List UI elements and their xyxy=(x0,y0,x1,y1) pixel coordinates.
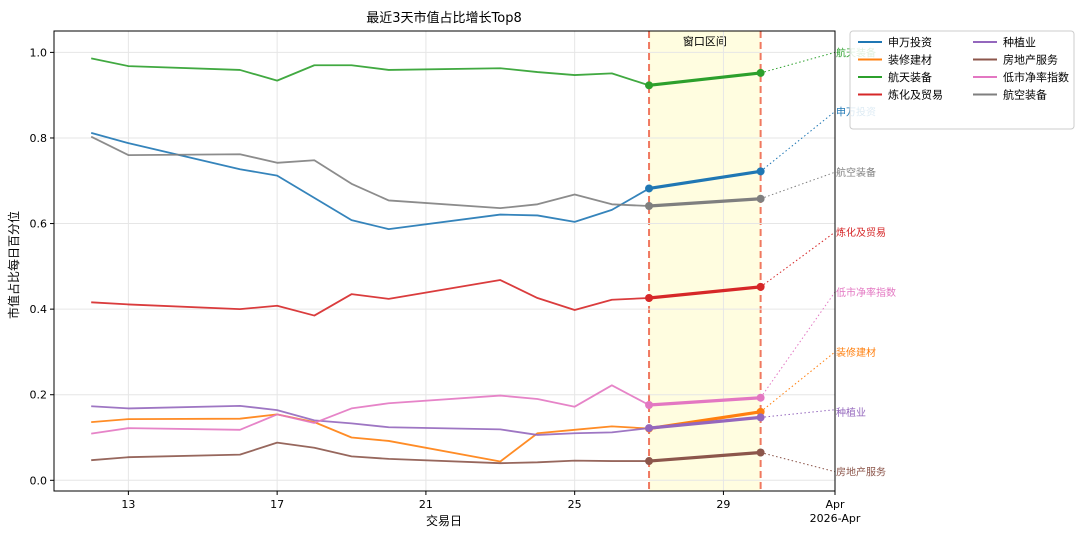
y-tick-label: 0.0 xyxy=(30,474,48,487)
series-line xyxy=(91,410,761,463)
x-tick-label-secondary: 2026-Apr xyxy=(810,512,861,525)
series-point xyxy=(645,400,654,409)
legend-entry: 申万投资 xyxy=(888,35,932,49)
series-end-label: 房地产服务 xyxy=(836,466,886,479)
series-window-segment xyxy=(648,71,761,87)
projection-line xyxy=(760,111,836,172)
series-end-label: 低市净率指数 xyxy=(836,286,896,299)
window-label: 窗口区间 xyxy=(683,34,727,48)
y-tick-label: 0.2 xyxy=(30,389,48,402)
series-line xyxy=(90,131,761,231)
y-tick-label: 1.0 xyxy=(30,46,48,59)
projection-line xyxy=(760,291,836,399)
series-point xyxy=(645,457,654,466)
series-window-segment xyxy=(648,169,761,191)
legend-entry: 装修建材 xyxy=(888,53,932,67)
series-line xyxy=(91,384,761,435)
y-tick-label: 0.6 xyxy=(30,218,48,231)
projection-line xyxy=(760,452,836,473)
series-point xyxy=(756,407,765,416)
x-axis-title: 交易日 xyxy=(426,513,462,528)
x-tick-label: Apr xyxy=(825,498,845,511)
series-point xyxy=(756,68,765,77)
series-point xyxy=(645,424,654,433)
x-tick-label: 29 xyxy=(716,498,730,511)
x-tick-label: 17 xyxy=(270,498,284,511)
series-point xyxy=(756,448,765,457)
legend-entry: 房地产服务 xyxy=(1003,53,1058,67)
series-window-segment xyxy=(648,415,761,430)
series-point xyxy=(645,202,654,211)
legend-entry: 航天装备 xyxy=(888,70,932,84)
legend-box xyxy=(849,30,1075,130)
series-end-label: 装修建材 xyxy=(836,346,876,359)
legend-entry: 航空装备 xyxy=(1003,88,1047,102)
legend-entry: 低市净率指数 xyxy=(1003,70,1069,84)
projection-line xyxy=(760,409,836,418)
series-line xyxy=(91,279,761,317)
plot-frame xyxy=(53,30,836,492)
x-tick-label: 25 xyxy=(568,498,582,511)
series-window-segment xyxy=(648,450,761,463)
series-point xyxy=(756,393,765,402)
series-point xyxy=(756,413,765,422)
series-point xyxy=(756,282,765,291)
projection-line xyxy=(760,231,836,288)
series-point xyxy=(756,167,765,176)
x-tick-label: 21 xyxy=(419,498,433,511)
series-line xyxy=(90,135,761,210)
series-line xyxy=(91,57,761,87)
series-line xyxy=(91,404,761,436)
x-tick-label: 13 xyxy=(121,498,135,511)
projection-line xyxy=(760,51,836,74)
series-end-label: 种植业 xyxy=(836,406,866,419)
series-window-segment xyxy=(648,285,761,300)
series-point xyxy=(645,81,654,90)
legend-entry: 炼化及贸易 xyxy=(888,88,943,102)
y-axis-title: 市值占比每日百分位 xyxy=(6,211,21,319)
series-point xyxy=(756,194,765,203)
series-window-segment xyxy=(648,197,761,208)
series-window-segment xyxy=(648,396,761,407)
series-point xyxy=(645,294,654,303)
y-tick-label: 0.4 xyxy=(30,303,48,316)
chart-title: 最近3天市值占比增长Top8 xyxy=(366,10,521,26)
series-end-label: 航空装备 xyxy=(836,166,876,179)
series-point xyxy=(645,184,654,193)
projection-line xyxy=(760,351,836,413)
legend-entry: 种植业 xyxy=(1003,35,1036,49)
series-end-label: 炼化及贸易 xyxy=(836,226,886,239)
series-line xyxy=(91,441,761,465)
y-tick-label: 0.8 xyxy=(30,132,48,145)
projection-line xyxy=(760,171,836,200)
